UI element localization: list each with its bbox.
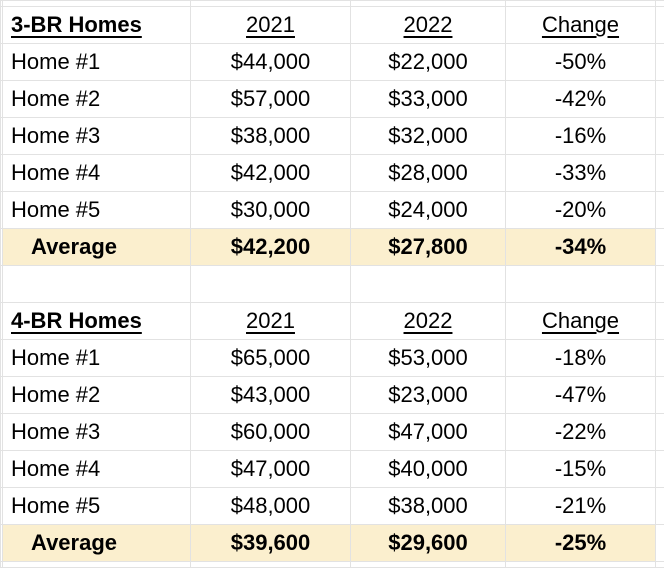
table-row: Home #1 $65,000 $53,000 -18%	[0, 339, 664, 377]
change-cell[interactable]: -18%	[505, 339, 656, 377]
column-header-2021[interactable]: 2021	[190, 6, 351, 44]
partial-cell-right	[655, 450, 664, 488]
row-label-cell[interactable]: Home #3	[2, 413, 191, 451]
average-change-cell[interactable]: -34%	[505, 228, 656, 266]
value-2022-cell[interactable]: $33,000	[350, 80, 506, 118]
change-cell[interactable]: -33%	[505, 154, 656, 192]
column-header-change[interactable]: Change	[505, 302, 656, 340]
empty-cell[interactable]	[2, 265, 191, 303]
section-title-cell-3br[interactable]: 3-BR Homes	[2, 6, 191, 44]
average-label-cell[interactable]: Average	[2, 228, 191, 266]
row-label-cell[interactable]: Home #2	[2, 80, 191, 118]
partial-cell-right	[655, 376, 664, 414]
row-label-cell[interactable]: Home #5	[2, 191, 191, 229]
average-2022-cell[interactable]: $27,800	[350, 228, 506, 266]
average-2021-cell[interactable]: $39,600	[190, 524, 351, 562]
value-2021-cell[interactable]: $65,000	[190, 339, 351, 377]
value-2021-cell[interactable]: $38,000	[190, 117, 351, 155]
partial-cell	[655, 561, 664, 568]
value-2022-cell[interactable]: $38,000	[350, 487, 506, 525]
table-row: Home #4 $42,000 $28,000 -33%	[0, 154, 664, 192]
column-header-2022[interactable]: 2022	[350, 6, 506, 44]
change-cell[interactable]: -21%	[505, 487, 656, 525]
partial-cell-right	[655, 413, 664, 451]
header-row-3br: 3-BR Homes 2021 2022 Change	[0, 6, 664, 44]
row-label-cell[interactable]: Home #5	[2, 487, 191, 525]
value-2022-cell[interactable]: $47,000	[350, 413, 506, 451]
partial-cell	[505, 561, 656, 568]
change-cell[interactable]: -50%	[505, 43, 656, 81]
empty-cell[interactable]	[190, 265, 351, 303]
change-cell[interactable]: -22%	[505, 413, 656, 451]
table-row: Home #5 $48,000 $38,000 -21%	[0, 487, 664, 525]
partial-cell-right	[655, 80, 664, 118]
average-label-cell[interactable]: Average	[2, 524, 191, 562]
row-label-cell[interactable]: Home #4	[2, 450, 191, 488]
spreadsheet-grid: 3-BR Homes 2021 2022 Change Home #1 $44,…	[0, 0, 664, 568]
partial-cell-right	[655, 6, 664, 44]
value-2021-cell[interactable]: $48,000	[190, 487, 351, 525]
partial-cell-right	[655, 117, 664, 155]
table-row: Home #5 $30,000 $24,000 -20%	[0, 191, 664, 229]
partial-cell-right	[655, 302, 664, 340]
partial-cell-right	[655, 339, 664, 377]
value-2022-cell[interactable]: $22,000	[350, 43, 506, 81]
value-2022-cell[interactable]: $40,000	[350, 450, 506, 488]
value-2021-cell[interactable]: $47,000	[190, 450, 351, 488]
partial-cell-right	[655, 228, 664, 266]
table-row: Home #3 $60,000 $47,000 -22%	[0, 413, 664, 451]
column-header-change[interactable]: Change	[505, 6, 656, 44]
partial-cell-right	[655, 487, 664, 525]
table-row: Home #2 $43,000 $23,000 -47%	[0, 376, 664, 414]
row-label-cell[interactable]: Home #1	[2, 339, 191, 377]
value-2022-cell[interactable]: $32,000	[350, 117, 506, 155]
partial-cell	[350, 561, 506, 568]
table-row: Home #1 $44,000 $22,000 -50%	[0, 43, 664, 81]
table-row: Home #4 $47,000 $40,000 -15%	[0, 450, 664, 488]
change-cell[interactable]: -47%	[505, 376, 656, 414]
partial-cell-right	[655, 191, 664, 229]
value-2022-cell[interactable]: $53,000	[350, 339, 506, 377]
empty-cell[interactable]	[505, 265, 656, 303]
value-2021-cell[interactable]: $30,000	[190, 191, 351, 229]
value-2022-cell[interactable]: $23,000	[350, 376, 506, 414]
section-title-cell-4br[interactable]: 4-BR Homes	[2, 302, 191, 340]
column-header-2021[interactable]: 2021	[190, 302, 351, 340]
value-2022-cell[interactable]: $24,000	[350, 191, 506, 229]
empty-cell[interactable]	[350, 265, 506, 303]
change-cell[interactable]: -16%	[505, 117, 656, 155]
table-row: Home #2 $57,000 $33,000 -42%	[0, 80, 664, 118]
partial-cell-right	[655, 265, 664, 303]
change-cell[interactable]: -20%	[505, 191, 656, 229]
row-label-cell[interactable]: Home #4	[2, 154, 191, 192]
partial-cell	[190, 561, 351, 568]
row-label-cell[interactable]: Home #2	[2, 376, 191, 414]
empty-row	[0, 265, 664, 303]
average-row-3br: Average $42,200 $27,800 -34%	[0, 228, 664, 266]
average-2021-cell[interactable]: $42,200	[190, 228, 351, 266]
table-row: Home #3 $38,000 $32,000 -16%	[0, 117, 664, 155]
change-cell[interactable]: -15%	[505, 450, 656, 488]
partial-cell	[2, 561, 191, 568]
average-2022-cell[interactable]: $29,600	[350, 524, 506, 562]
partial-cell-right	[655, 43, 664, 81]
value-2021-cell[interactable]: $60,000	[190, 413, 351, 451]
partial-row-bottom	[0, 561, 664, 568]
header-row-4br: 4-BR Homes 2021 2022 Change	[0, 302, 664, 340]
change-cell[interactable]: -42%	[505, 80, 656, 118]
row-label-cell[interactable]: Home #1	[2, 43, 191, 81]
average-change-cell[interactable]: -25%	[505, 524, 656, 562]
value-2021-cell[interactable]: $43,000	[190, 376, 351, 414]
value-2021-cell[interactable]: $42,000	[190, 154, 351, 192]
value-2021-cell[interactable]: $44,000	[190, 43, 351, 81]
row-label-cell[interactable]: Home #3	[2, 117, 191, 155]
partial-cell-right	[655, 524, 664, 562]
partial-cell-right	[655, 154, 664, 192]
value-2021-cell[interactable]: $57,000	[190, 80, 351, 118]
average-row-4br: Average $39,600 $29,600 -25%	[0, 524, 664, 562]
value-2022-cell[interactable]: $28,000	[350, 154, 506, 192]
column-header-2022[interactable]: 2022	[350, 302, 506, 340]
